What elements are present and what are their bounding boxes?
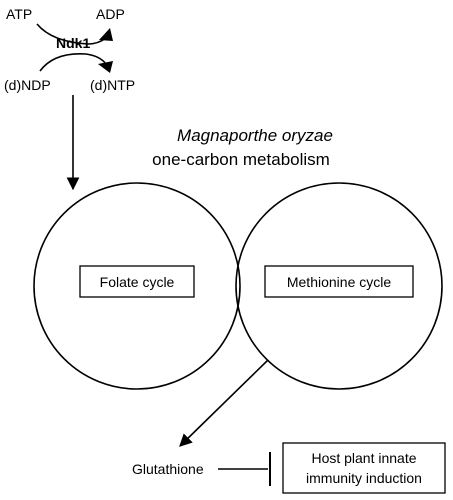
methionine-cycle-circle — [235, 182, 443, 390]
ndp-label: (d)NDP — [4, 77, 51, 93]
folate-cycle-label: Folate cycle — [100, 274, 175, 290]
methionine-to-glutathione-arrow — [179, 359, 269, 447]
host-immunity-box — [282, 442, 446, 494]
folate-cycle-circle — [33, 182, 241, 390]
methionine-cycle-label: Methionine cycle — [287, 274, 391, 290]
ndp-to-ntp-arrowhead — [98, 61, 113, 73]
ndp-to-ntp-arc — [39, 53, 107, 72]
methionine-cycle-box — [264, 265, 414, 298]
atp-label: ATP — [6, 6, 32, 22]
organism-title: Magnaporthe oryzae — [177, 126, 333, 145]
glutathione-label: Glutathione — [132, 461, 204, 477]
process-title: one-carbon metabolism — [152, 150, 330, 169]
host-immunity-line2: immunity induction — [306, 470, 422, 486]
atp-to-adp-arc — [36, 23, 107, 45]
ntp-label: (d)NTP — [90, 77, 135, 93]
host-immunity-line1: Host plant innate — [311, 450, 416, 466]
atp-to-adp-arrowhead — [99, 28, 113, 41]
folate-cycle-box — [79, 265, 195, 298]
adp-label: ADP — [96, 6, 125, 22]
